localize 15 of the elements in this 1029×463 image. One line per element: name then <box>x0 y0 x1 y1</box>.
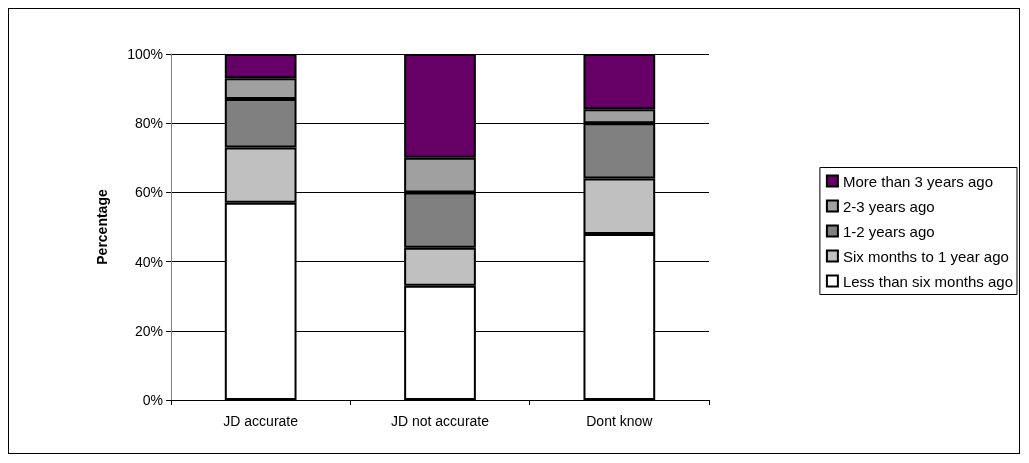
y-tick-label: 100% <box>127 46 163 62</box>
legend-label: 1-2 years ago <box>842 222 935 240</box>
y-tick-label: 60% <box>134 184 163 201</box>
legend-label: Less than six months ago <box>842 272 1014 290</box>
x-tick-label: JD accurate <box>223 413 299 429</box>
legend-label: More than 3 years ago <box>842 172 993 190</box>
y-tick-label: 0% <box>142 392 163 408</box>
legend-label: 2-3 years ago <box>842 197 935 215</box>
y-tick-label: 40% <box>134 253 163 270</box>
y-axis-title: Percentage <box>94 189 110 265</box>
y-tick-label: 80% <box>134 115 163 132</box>
x-tick-label: Dont know <box>586 413 654 429</box>
y-tick-label: 20% <box>134 322 163 339</box>
x-tick-label: JD not accurate <box>390 413 490 429</box>
legend-label: Six months to 1 year ago <box>842 247 1009 265</box>
